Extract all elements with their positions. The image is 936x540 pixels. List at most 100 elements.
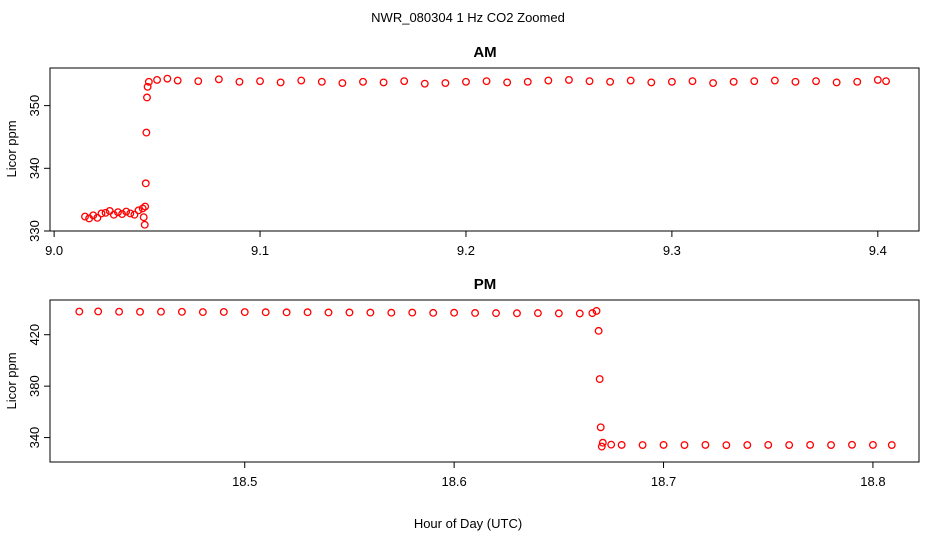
pm-data-point (827, 441, 836, 449)
am-data-point (93, 213, 102, 222)
am-data-point (276, 78, 285, 87)
am-y-tick-label: 330 (27, 220, 42, 242)
am-data-point (105, 206, 114, 215)
pm-data-point (75, 307, 84, 316)
am-data-point (114, 208, 122, 217)
am-data-point (882, 77, 891, 86)
am-data-point (130, 210, 139, 219)
pm-x-tick-label: 18.5 (232, 474, 257, 489)
pm-plot-frame (49, 299, 920, 463)
am-plot-frame (49, 67, 920, 232)
am-data-point (256, 77, 264, 86)
am-x-axis: 9.0 9.1 9.2 9.3 9.4 (45, 231, 887, 258)
pm-y-axis-label: Licor ppm (4, 352, 19, 409)
am-data-point (163, 74, 172, 83)
am-data-point (235, 77, 244, 86)
am-data-point (400, 77, 409, 86)
pm-data-point (345, 308, 354, 317)
am-data-point (770, 76, 779, 85)
am-data-point (503, 78, 512, 87)
pm-data-point (554, 309, 563, 318)
am-data-points (81, 74, 891, 229)
am-x-tick-label: 9.1 (251, 243, 269, 258)
am-data-point (118, 210, 127, 219)
am-data-point (750, 77, 759, 86)
pm-data-point (588, 309, 597, 318)
pm-data-point (868, 440, 877, 449)
am-data-point (523, 77, 532, 86)
am-data-point (122, 207, 131, 216)
pm-data-point (595, 375, 604, 384)
pm-data-point (136, 307, 144, 316)
am-data-point (420, 79, 429, 88)
pm-data-point (592, 306, 601, 315)
am-data-point (338, 79, 347, 87)
pm-x-axis: 18.5 18.6 18.7 18.8 (232, 462, 886, 489)
am-data-point (709, 79, 718, 87)
am-data-point (139, 213, 148, 222)
am-panel-title: AM (473, 44, 496, 61)
pm-data-point (324, 308, 333, 317)
pm-data-point (887, 441, 896, 449)
pm-data-point (533, 309, 542, 318)
am-data-point (141, 202, 150, 211)
pm-data-point (115, 307, 124, 316)
am-data-point (194, 77, 203, 86)
pm-data-point (471, 309, 480, 317)
pm-data-point (594, 326, 603, 335)
pm-data-point (598, 438, 607, 447)
am-data-point (482, 77, 491, 86)
am-data-point (791, 77, 800, 86)
pm-data-point (198, 308, 207, 317)
x-axis-label: Hour of Day (UTC) (414, 516, 522, 531)
am-data-point (297, 76, 306, 85)
pm-data-point (848, 440, 856, 449)
pm-data-point (785, 441, 794, 449)
am-data-point (544, 76, 553, 85)
pm-data-point (617, 440, 626, 449)
pm-data-point (282, 308, 291, 317)
am-x-tick-label: 9.4 (869, 243, 887, 258)
am-y-tick-label: 350 (27, 95, 42, 117)
pm-data-point (408, 308, 417, 317)
am-data-point (359, 77, 367, 86)
pm-data-point (575, 309, 584, 318)
am-data-point (688, 77, 697, 86)
pm-y-axis: 340 380 420 (27, 324, 50, 449)
pm-data-point (387, 308, 396, 317)
pm-panel-title: PM (474, 276, 497, 293)
am-data-point (585, 77, 594, 86)
am-data-point (853, 77, 862, 86)
pm-data-point (596, 423, 605, 432)
am-data-point (97, 209, 106, 218)
am-x-tick-label: 9.2 (457, 243, 475, 258)
pm-y-tick-label: 420 (27, 324, 42, 346)
pm-y-tick-label: 340 (27, 427, 42, 449)
pm-data-point (240, 308, 249, 317)
pm-data-point (492, 309, 500, 318)
pm-data-point (764, 440, 773, 449)
am-y-axis: 330 340 350 (27, 95, 50, 242)
pm-data-point (429, 308, 438, 317)
pm-x-tick-label: 18.6 (441, 474, 466, 489)
am-data-point (126, 209, 135, 218)
am-data-point (109, 210, 118, 219)
pm-panel: PM Licor ppm 18.5 18.6 18.7 18.8 340 380 420 (4, 276, 920, 489)
am-data-point (873, 75, 882, 84)
pm-data-point (638, 441, 647, 449)
am-x-tick-label: 9.3 (663, 243, 681, 258)
pm-data-point (680, 441, 689, 449)
pm-data-point (177, 307, 186, 316)
pm-data-point (219, 308, 228, 316)
figure-title: NWR_080304 1 Hz CO2 Zoomed (371, 10, 565, 25)
pm-data-point (513, 309, 521, 318)
am-data-point (832, 78, 841, 87)
am-data-point (142, 128, 151, 137)
pm-data-point (806, 440, 815, 449)
pm-data-point (450, 308, 459, 317)
pm-x-tick-label: 18.7 (651, 474, 676, 489)
am-data-point (647, 78, 656, 87)
pm-data-point (659, 440, 668, 449)
pm-data-point (366, 308, 375, 317)
